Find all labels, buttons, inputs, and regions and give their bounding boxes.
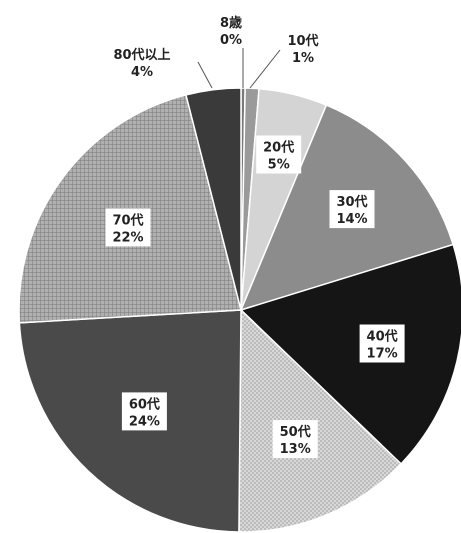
- label-box-2: [256, 135, 302, 174]
- category-label-8: 80代以上: [113, 47, 170, 63]
- labels-layer: 8歳0% 10代1%20代5%30代14%40代17%50代13%60代24%70…: [105, 15, 405, 459]
- label-box-6: [121, 392, 167, 431]
- pie-slice-4: [239, 243, 461, 465]
- category-label-4: 40代: [367, 329, 398, 345]
- percent-label-8: 4%: [131, 65, 153, 80]
- category-label-3: 30代: [336, 194, 367, 210]
- slices-layer: [18, 87, 461, 533]
- percent-label-0: 0%: [220, 33, 242, 48]
- leader-line-1: [249, 49, 281, 89]
- slice-label-0: 8歳0%: [220, 15, 242, 48]
- label-box-5: [272, 420, 318, 459]
- percent-label-4: 17%: [367, 347, 398, 362]
- percent-label-6: 24%: [129, 414, 160, 429]
- percent-label-1: 1%: [292, 51, 314, 66]
- category-label-1: 10代: [287, 33, 318, 49]
- label-box-7: [105, 208, 151, 247]
- category-label-7: 70代: [112, 212, 143, 228]
- percent-label-5: 13%: [280, 442, 311, 457]
- category-label-5: 50代: [280, 424, 311, 440]
- category-label-2: 20代: [263, 140, 294, 156]
- leader-line-8: [197, 61, 213, 89]
- slice-label-8: 80代以上 4%: [113, 47, 170, 80]
- percent-label-2: 5%: [268, 158, 290, 173]
- leader-layer: [197, 48, 281, 89]
- category-label-0: 8歳: [220, 15, 242, 31]
- pie-slice-8: [185, 87, 242, 311]
- label-box-3: [329, 190, 375, 229]
- pie-slice-5: [238, 308, 403, 533]
- percent-label-7: 22%: [112, 230, 143, 245]
- label-box-4: [359, 324, 405, 363]
- category-label-6: 60代: [129, 396, 160, 412]
- percent-label-3: 14%: [336, 212, 367, 227]
